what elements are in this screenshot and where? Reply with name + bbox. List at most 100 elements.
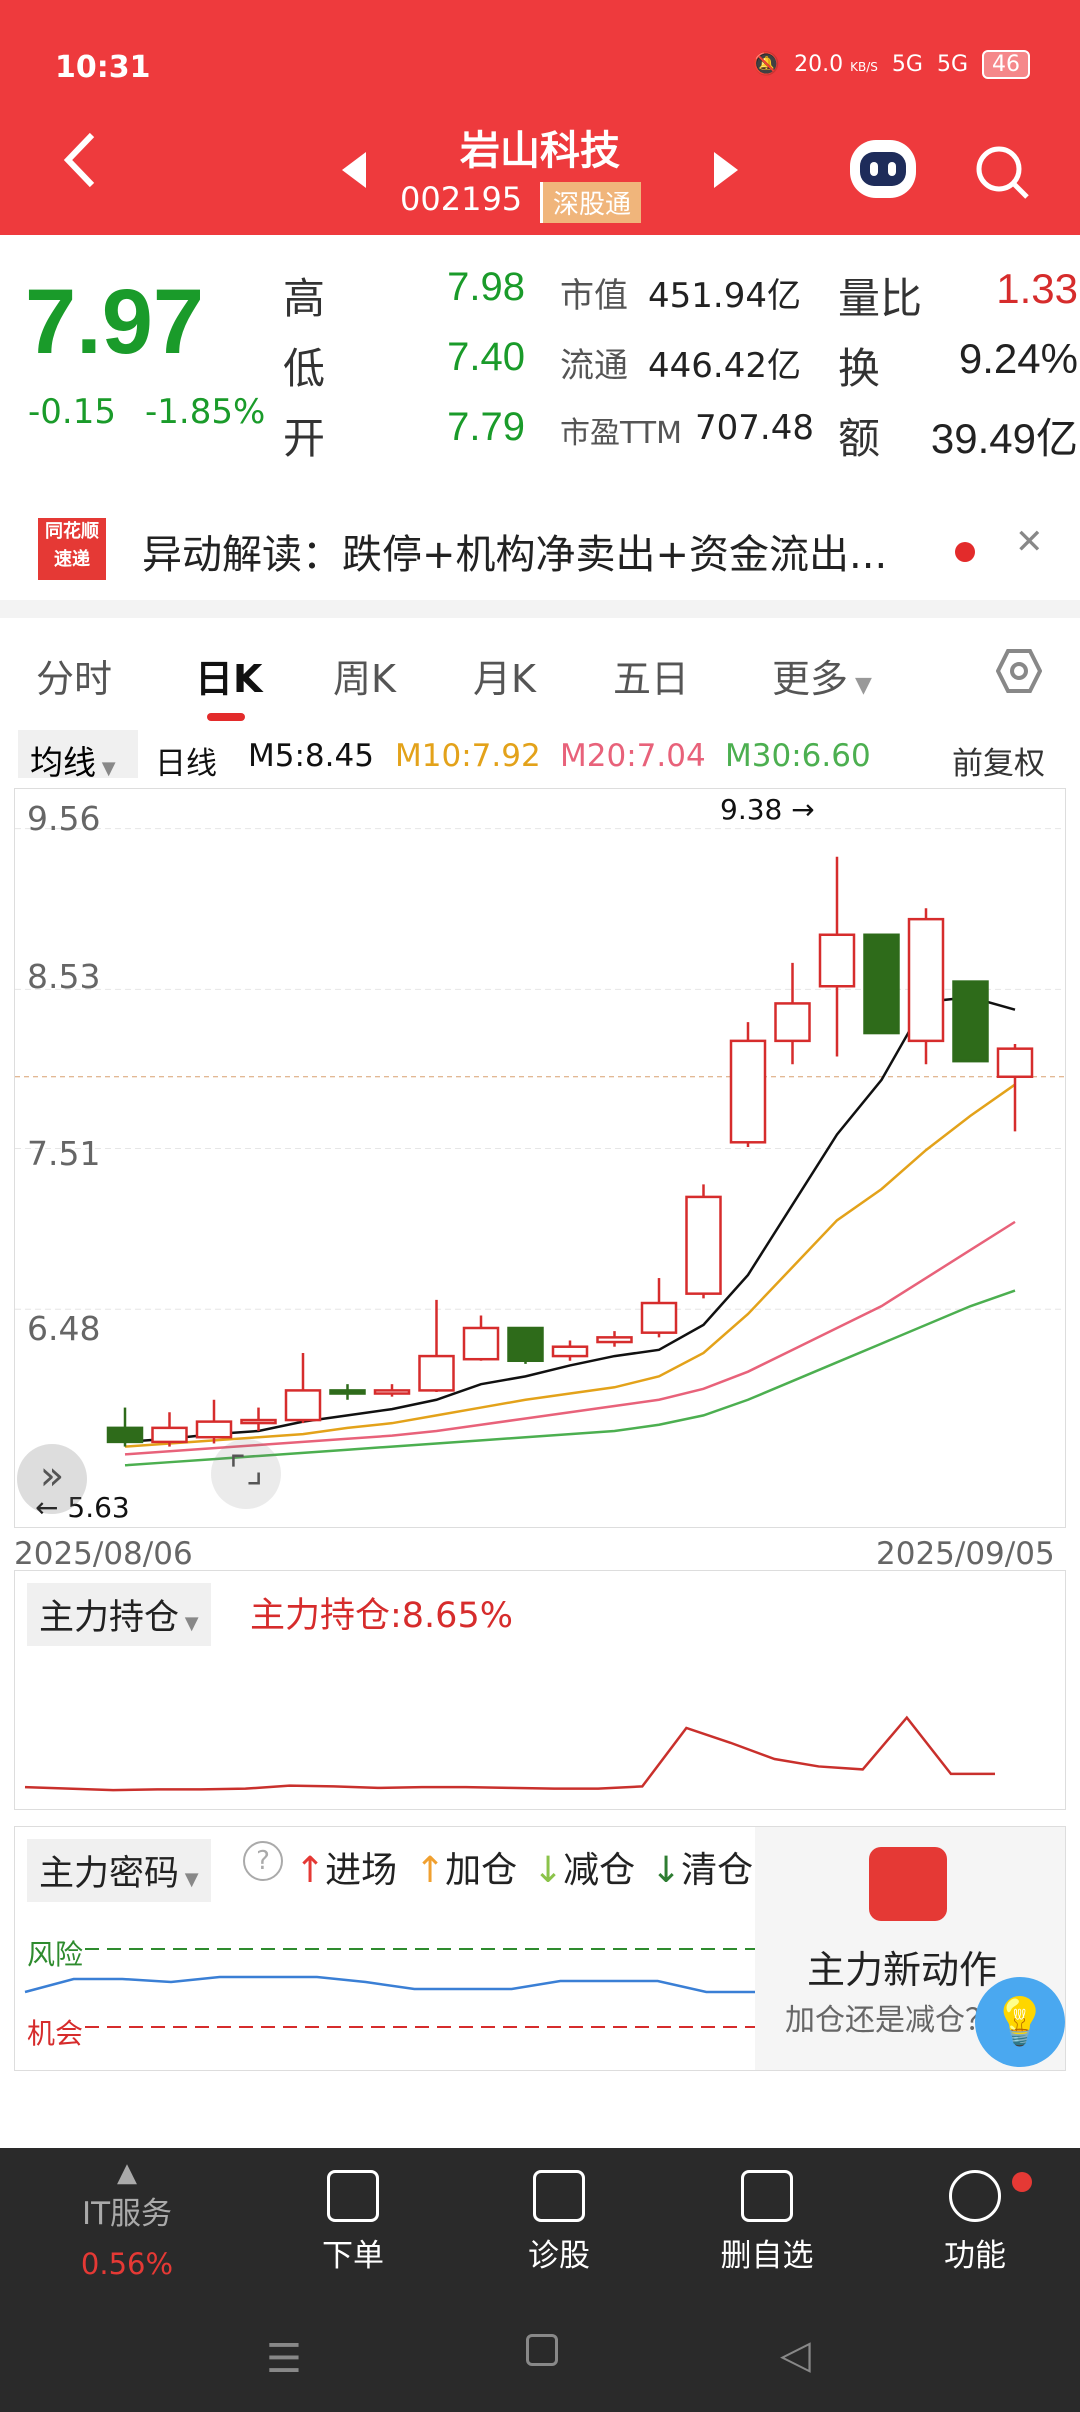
function-button[interactable]: 功能 bbox=[900, 2170, 1050, 2275]
connect-tag: 深股通 bbox=[540, 182, 642, 223]
main-force-code-panel[interactable]: 主力密码 ▼ ? ↑进场 ↑加仓 ↓减仓 ↓清仓 风险 机会 主力新动作 加仓还… bbox=[14, 1826, 1066, 2071]
turnover-label: 换 bbox=[838, 344, 881, 393]
battery-icon: 46 bbox=[982, 50, 1030, 79]
kline-chart[interactable]: 9.56 8.53 7.51 6.48 9.38 → ← 5.63 » ⌜⌟ bbox=[14, 788, 1066, 1528]
diagnose-button[interactable]: 诊股 bbox=[484, 2170, 634, 2275]
net-speed: 20.0 KB/S bbox=[794, 52, 878, 77]
holding-selector[interactable]: 主力持仓 ▼ bbox=[27, 1583, 211, 1646]
holding-line bbox=[24, 1715, 995, 1792]
candle-body bbox=[240, 1418, 277, 1425]
signal-5g-1: 5G bbox=[891, 52, 923, 77]
status-bar-right: 🔕 20.0 KB/S 5G 5G 46 bbox=[753, 50, 1030, 79]
code-selector[interactable]: 主力密码 ▼ bbox=[27, 1839, 211, 1902]
tab-more[interactable]: 更多 ▼ bbox=[772, 657, 872, 701]
open-label: 开 bbox=[283, 414, 326, 463]
alert-banner[interactable]: 同花顺 速递 异动解读：跌停+机构净卖出+资金流出... ✕ bbox=[0, 500, 1080, 595]
order-button[interactable]: 下单 bbox=[278, 2170, 428, 2275]
settings-icon[interactable] bbox=[996, 648, 1042, 694]
m30-line bbox=[124, 1289, 1016, 1467]
ma-legend-row: 均线 ▼ 日线 M5:8.45 M10:7.92 M20:7.04 M30:6.… bbox=[0, 730, 1080, 782]
candle-body bbox=[907, 917, 945, 1043]
holding-chart[interactable]: 主力持仓 ▼ 主力持仓:8.65% bbox=[14, 1570, 1066, 1810]
low-mark: ← 5.63 bbox=[35, 1491, 130, 1524]
function-badge bbox=[1012, 2172, 1032, 2192]
candle-body bbox=[818, 933, 856, 988]
period-label: 日线 bbox=[155, 746, 217, 782]
price-change-pct: -1.85% bbox=[145, 392, 266, 432]
candle-body bbox=[418, 1354, 455, 1392]
tab-daily-k[interactable]: 日K bbox=[195, 657, 263, 701]
m5-line bbox=[124, 995, 1016, 1444]
search-icon[interactable] bbox=[975, 145, 1031, 201]
candle-body bbox=[551, 1345, 589, 1358]
expand-icon[interactable]: » bbox=[17, 1444, 87, 1514]
low-value: 7.40 bbox=[447, 335, 525, 379]
idea-bulb-icon[interactable]: 💡 bbox=[975, 1977, 1065, 2067]
signal-5g-2: 5G bbox=[936, 52, 968, 77]
legend-add: ↑加仓 bbox=[415, 1850, 518, 1891]
help-icon[interactable]: ? bbox=[243, 1841, 283, 1881]
it-service[interactable]: ▲ IT服务 0.56% bbox=[52, 2158, 202, 2281]
top-header: 10:31 🔕 20.0 KB/S 5G 5G 46 岩山科技 002195 深… bbox=[0, 0, 1080, 235]
menu-icon bbox=[949, 2170, 1001, 2222]
ma-selector[interactable]: 均线 ▼ bbox=[18, 730, 138, 782]
tab-timeshare[interactable]: 分时 bbox=[36, 657, 113, 701]
close-icon[interactable]: ✕ bbox=[1015, 522, 1044, 562]
volume-ratio-value: 1.33 bbox=[996, 265, 1078, 312]
float-label: 流通 bbox=[560, 346, 628, 386]
candle-body bbox=[996, 1047, 1034, 1079]
tab-five-day[interactable]: 五日 bbox=[613, 657, 690, 701]
legend-reduce: ↓减仓 bbox=[533, 1850, 636, 1891]
alert-text: 异动解读：跌停+机构净卖出+资金流出... bbox=[142, 532, 888, 578]
mcap-value: 451.94亿 bbox=[648, 276, 801, 316]
x-start-date: 2025/08/06 bbox=[14, 1536, 193, 1572]
ma30-value: M30:6.60 bbox=[725, 738, 871, 774]
divider bbox=[0, 600, 1080, 618]
adjust-mode[interactable]: 前复权 bbox=[952, 746, 1045, 782]
tab-weekly-k[interactable]: 周K bbox=[333, 657, 396, 701]
candle-body bbox=[284, 1389, 322, 1422]
candle-body bbox=[329, 1389, 366, 1395]
remove-watchlist-button[interactable]: 删自选 bbox=[692, 2170, 842, 2275]
candle-body bbox=[596, 1336, 633, 1344]
x-end-date: 2025/09/05 bbox=[876, 1536, 1055, 1572]
android-back-icon[interactable]: ◁ bbox=[780, 2332, 811, 2378]
candle-body bbox=[507, 1326, 544, 1363]
back-icon[interactable] bbox=[60, 130, 100, 190]
tab-monthly-k[interactable]: 月K bbox=[473, 657, 536, 701]
amount-label: 额 bbox=[838, 414, 881, 463]
pe-value: 707.48 bbox=[695, 408, 814, 448]
order-icon bbox=[327, 2170, 379, 2222]
ma10-value: M10:7.92 bbox=[395, 738, 541, 774]
fullscreen-icon[interactable]: ⌜⌟ bbox=[211, 1439, 281, 1509]
android-home-icon[interactable] bbox=[526, 2334, 558, 2366]
next-stock-icon[interactable] bbox=[710, 150, 740, 190]
high-label: 高 bbox=[283, 274, 326, 323]
pe-label: 市盈TTM bbox=[560, 416, 683, 451]
last-price: 7.97 bbox=[25, 271, 205, 373]
promo-card[interactable]: 主力新动作 加仓还是减仓？ 💡 bbox=[755, 1827, 1065, 2070]
turnover-value: 9.24% bbox=[958, 335, 1078, 382]
ma20-value: M20:7.04 bbox=[560, 738, 706, 774]
float-value: 446.42亿 bbox=[648, 346, 801, 386]
holding-value: 主力持仓:8.65% bbox=[250, 1596, 513, 1636]
legend-in: ↑进场 bbox=[295, 1850, 398, 1891]
price-change: -0.15 bbox=[28, 392, 116, 432]
holding-line-svg bbox=[24, 1715, 995, 1792]
android-menu-icon[interactable]: ☰ bbox=[266, 2336, 302, 2382]
bottom-toolbar: ▲ IT服务 0.56% 下单 诊股 删自选 功能 ☰ ◁ bbox=[0, 2148, 1080, 2412]
code-line bbox=[24, 1975, 755, 1994]
ths-logo: 同花顺 速递 bbox=[38, 518, 106, 580]
robot-assistant-icon[interactable] bbox=[850, 140, 916, 198]
y-tick-1: 9.56 bbox=[27, 799, 101, 838]
prev-stock-icon[interactable] bbox=[340, 150, 370, 190]
candle-body bbox=[774, 1002, 811, 1043]
stock-name: 岩山科技 bbox=[460, 128, 620, 174]
open-value: 7.79 bbox=[447, 405, 525, 449]
candle-body bbox=[729, 1039, 767, 1144]
y-tick-4: 6.48 bbox=[27, 1309, 101, 1348]
low-label: 低 bbox=[283, 344, 326, 393]
stock-code: 002195 bbox=[400, 180, 523, 218]
high-value: 7.98 bbox=[447, 265, 525, 309]
ma5-value: M5:8.45 bbox=[248, 738, 374, 774]
